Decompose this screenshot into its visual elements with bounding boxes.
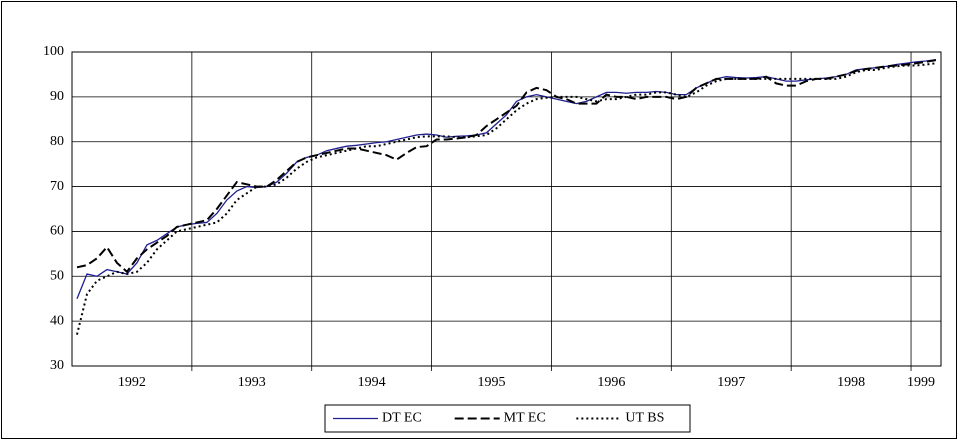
y-tick-label: 60 [50, 224, 64, 239]
y-tick-label: 100 [43, 44, 64, 59]
x-tick-label: 1996 [597, 375, 625, 390]
x-tick-label: 1997 [717, 375, 745, 390]
x-tick-label: 1992 [118, 375, 146, 390]
y-tick-label: 70 [50, 179, 64, 194]
chart-border [1, 1, 957, 439]
x-tick-label: 1999 [907, 375, 935, 390]
x-tick-label: 1998 [837, 375, 865, 390]
legend-label: UT BS [625, 411, 664, 426]
y-tick-label: 80 [50, 134, 64, 149]
legend-label: MT EC [504, 411, 546, 426]
series-line [76, 59, 937, 274]
x-tick-label: 1993 [238, 375, 266, 390]
y-tick-label: 30 [50, 358, 64, 373]
x-tick-label: 1994 [358, 375, 386, 390]
y-tick-label: 50 [50, 269, 64, 284]
legend-label: DT EC [382, 411, 422, 426]
y-tick-label: 90 [50, 89, 64, 104]
x-tick-label: 1995 [478, 375, 506, 390]
y-tick-label: 40 [50, 313, 64, 328]
legend-box [324, 404, 691, 433]
series-line [76, 58, 937, 299]
